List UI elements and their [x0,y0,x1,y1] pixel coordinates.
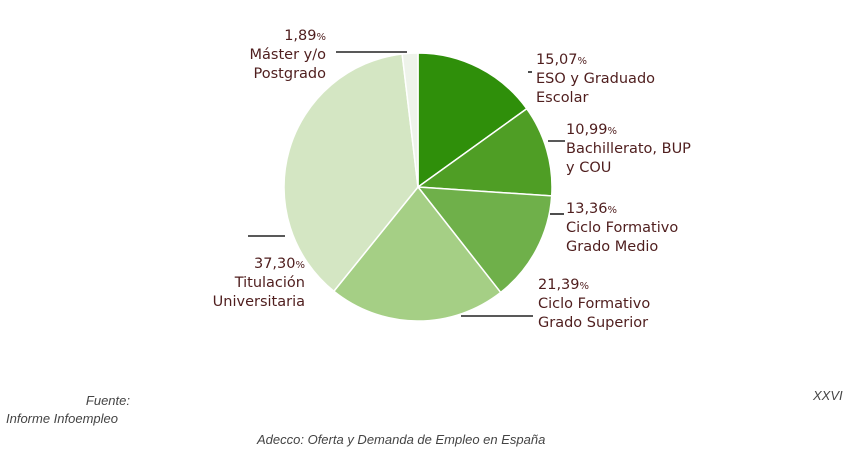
slice-label-master-y-o-postgrado: 1,89% Máster y/o Postgrado [250,28,327,82]
pie-slice-master-y-o-postgrado [401,52,419,188]
slice-category-line: Máster y/o [250,47,327,63]
slice-label-bachillerato-bup-y-cou: 10,99% Bachillerato, BUP y COU [566,122,691,176]
slice-category-line: Titulación [234,275,305,291]
slice-value: 10,99 [566,122,608,138]
slice-category-line: Grado Medio [566,239,658,255]
page-number: XXVI [813,388,843,403]
slice-value: 37,30 [254,256,296,272]
pie-slice-ciclo-formativo-grado-superior [332,185,502,322]
slice-category-line: Postgrado [254,66,327,82]
pie-slice-ciclo-formativo-grado-medio [416,186,553,294]
slice-value: 13,36 [566,201,608,217]
slice-category-line: Ciclo Formativo [566,220,678,236]
slice-category-line: ESO y Graduado [536,71,655,87]
slice-value: 1,89 [284,28,316,44]
slice-category-line: y COU [566,160,611,176]
slice-value: 21,39 [538,277,580,293]
slice-label-eso-y-graduado-escolar: 15,07% ESO y Graduado Escolar [536,52,655,106]
slice-value: 15,07 [536,52,578,68]
document-caption: Adecco: Oferta y Demanda de Empleo en Es… [257,432,546,447]
slice-label-ciclo-formativo-grado-medio: 13,36% Ciclo Formativo Grado Medio [566,201,678,255]
slice-label-ciclo-formativo-grado-superior: 21,39% Ciclo Formativo Grado Superior [538,277,650,331]
slice-category-line: Ciclo Formativo [538,296,650,312]
source-name: Informe Infoempleo [6,411,119,426]
source-label: Fuente: [85,393,130,408]
slice-category-line: Escolar [536,90,588,106]
pie-slice-eso-y-graduado-escolar [417,52,528,189]
slice-category-line: Grado Superior [538,315,648,331]
pie-slice-titulacion-universitaria [283,53,419,293]
slice-label-titulacion-universitaria: 37,30% Titulación Universitaria [213,256,305,310]
pie-slice-bachillerato-bup-y-cou [415,107,553,197]
slice-category-line: Universitaria [213,294,305,310]
slice-category-line: Bachillerato, BUP [566,141,691,157]
